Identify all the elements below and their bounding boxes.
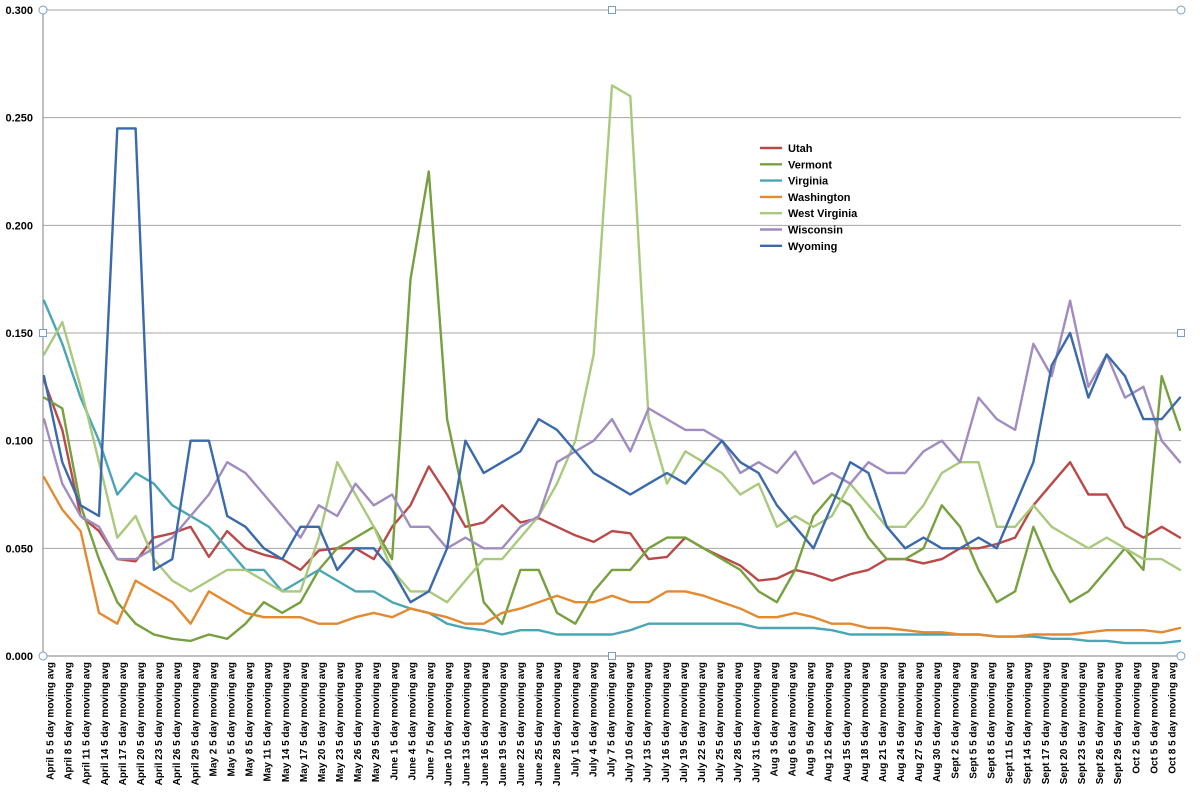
x-tick-label: Sept 5 5 day moving avg	[968, 662, 979, 779]
x-tick-label: June 16 5 day moving avg	[480, 662, 491, 786]
legend-label: Washington	[788, 192, 851, 204]
x-tick-label: Sept 11 5 day moving avg	[1005, 662, 1016, 784]
x-tick-label: Sept 2 5 day moving avg	[950, 662, 961, 779]
legend-label: Wisconsin	[788, 225, 843, 237]
x-tick-label: Oct 2 5 day moving avg	[1131, 662, 1142, 774]
side-resize-handle[interactable]	[608, 6, 616, 14]
gridlines	[42, 9, 1181, 657]
x-tick-label: Aug 6 5 day moving avg	[787, 662, 798, 776]
x-tick-label: Sept 17 5 day moving avg	[1041, 662, 1052, 784]
x-tick-label: April 20 5 day moving avg	[136, 662, 147, 785]
x-tick-label: April 23 5 day moving avg	[154, 662, 165, 785]
x-tick-label: Aug 21 5 day moving avg	[878, 662, 889, 782]
x-tick-label: June 19 5 day moving avg	[498, 662, 509, 786]
x-tick-label: July 7 5 day moving avg	[607, 662, 618, 777]
x-tick-label: July 1 5 day moving avg	[570, 662, 581, 777]
corner-resize-handle[interactable]	[1176, 5, 1186, 15]
legend-label: Wyoming	[788, 241, 837, 253]
x-tick-label: Sept 14 5 day moving avg	[1023, 662, 1034, 784]
x-tick-label: Aug 15 5 day moving avg	[842, 662, 853, 782]
x-tick-label: June 13 5 day moving avg	[462, 662, 473, 786]
x-tick-label: May 17 5 day moving avg	[299, 662, 310, 782]
x-tick-label: Sept 20 5 day moving avg	[1059, 662, 1070, 784]
x-tick-label: May 5 5 day moving avg	[226, 662, 237, 777]
side-resize-handle[interactable]	[39, 329, 47, 337]
x-tick-label: April 29 5 day moving avg	[190, 662, 201, 785]
series-line-vermont	[42, 170, 1182, 643]
x-tick-label: May 26 5 day moving avg	[353, 662, 364, 782]
corner-resize-handle[interactable]	[1176, 651, 1186, 661]
series-line-wisconsin	[42, 299, 1182, 561]
x-tick-label: June 7 5 day moving avg	[426, 662, 437, 780]
legend-label: Virginia	[788, 176, 829, 188]
x-tick-label: July 10 5 day moving avg	[625, 662, 636, 783]
x-tick-label: April 17 5 day moving avg	[118, 662, 129, 785]
x-tick-label: July 4 5 day moving avg	[588, 662, 599, 777]
corner-resize-handle[interactable]	[38, 651, 48, 661]
x-tick-label: April 11 5 day moving avg	[82, 662, 93, 785]
x-tick-label: May 8 5 day moving avg	[245, 662, 256, 777]
y-tick-label: 0.100	[5, 436, 33, 448]
x-tick-label: June 10 5 day moving avg	[444, 662, 455, 786]
y-tick-label: 0.200	[5, 220, 33, 232]
x-tick-label: Sept 8 5 day moving avg	[987, 662, 998, 779]
series-line-wyoming	[42, 127, 1182, 604]
x-tick-label: Sept 26 5 day moving avg	[1095, 662, 1106, 784]
x-tick-label: Oct 8 5 day moving avg	[1168, 662, 1179, 774]
corner-resize-handle[interactable]	[38, 5, 48, 15]
legend: Utah Vermont Virginia Washington West Virgin…	[760, 143, 858, 253]
y-tick-label: 0.000	[5, 651, 33, 663]
y-tick-label: 0.150	[5, 328, 33, 340]
x-tick-label: June 4 5 day moving avg	[407, 662, 418, 780]
x-tick-label: Aug 24 5 day moving avg	[896, 662, 907, 782]
x-tick-label: May 2 5 day moving avg	[208, 662, 219, 777]
selection-handles[interactable]	[38, 5, 1186, 661]
x-tick-label: Aug 12 5 day moving avg	[824, 662, 835, 782]
side-resize-handle[interactable]	[608, 652, 616, 660]
legend-label: Utah	[788, 143, 813, 155]
x-tick-label: May 14 5 day moving avg	[281, 662, 292, 782]
x-tick-label: Oct 5 5 day moving avg	[1149, 662, 1160, 774]
x-tick-label: June 1 5 day moving avg	[389, 662, 400, 780]
x-tick-label: July 19 5 day moving avg	[679, 662, 690, 783]
x-tick-label: July 22 5 day moving avg	[697, 662, 708, 783]
x-tick-label: Aug 27 5 day moving avg	[914, 662, 925, 782]
y-tick-label: 0.250	[5, 113, 33, 125]
x-tick-label: July 31 5 day moving avg	[751, 662, 762, 783]
x-tick-label: Aug 18 5 day moving avg	[860, 662, 871, 782]
side-resize-handle[interactable]	[1177, 329, 1185, 337]
x-tick-label: April 26 5 day moving avg	[172, 662, 183, 785]
x-tick-label: Aug 3 5 day moving avg	[769, 662, 780, 776]
x-axis-tick-labels: April 5 5 day moving avg April 8 5 day mo…	[46, 662, 1179, 786]
x-tick-label: May 23 5 day moving avg	[335, 662, 346, 782]
x-tick-label: Sept 29 5 day moving avg	[1113, 662, 1124, 784]
x-tick-label: May 20 5 day moving avg	[317, 662, 328, 782]
x-tick-label: Aug 30 5 day moving avg	[932, 662, 943, 782]
x-tick-label: July 16 5 day moving avg	[661, 662, 672, 783]
x-tick-label: July 25 5 day moving avg	[715, 662, 726, 783]
x-tick-label: July 13 5 day moving avg	[643, 662, 654, 783]
x-tick-label: April 14 5 day moving avg	[100, 662, 111, 785]
series-line-west-virginia	[42, 84, 1182, 604]
series-lines	[42, 84, 1182, 645]
x-tick-label: Aug 9 5 day moving avg	[806, 662, 817, 776]
x-tick-label: June 28 5 day moving avg	[552, 662, 563, 786]
x-tick-label: July 28 5 day moving avg	[733, 662, 744, 783]
x-tick-label: June 22 5 day moving avg	[516, 662, 527, 786]
y-tick-label: 0.300	[5, 5, 33, 17]
legend-label: West Virginia	[788, 208, 858, 220]
x-tick-label: May 29 5 day moving avg	[371, 662, 382, 782]
x-tick-label: May 11 5 day moving avg	[263, 662, 274, 782]
y-tick-label: 0.050	[5, 543, 33, 555]
y-axis-tick-labels: 0.000 0.050 0.100 0.150 0.200 0.250 0.300	[5, 5, 33, 663]
series-line-washington	[42, 476, 1182, 638]
x-tick-label: Sept 23 5 day moving avg	[1077, 662, 1088, 784]
x-tick-label: April 5 5 day moving avg	[46, 662, 57, 780]
legend-label: Vermont	[788, 159, 832, 171]
x-tick-label: June 25 5 day moving avg	[534, 662, 545, 786]
x-tick-label: April 8 5 day moving avg	[64, 662, 75, 780]
